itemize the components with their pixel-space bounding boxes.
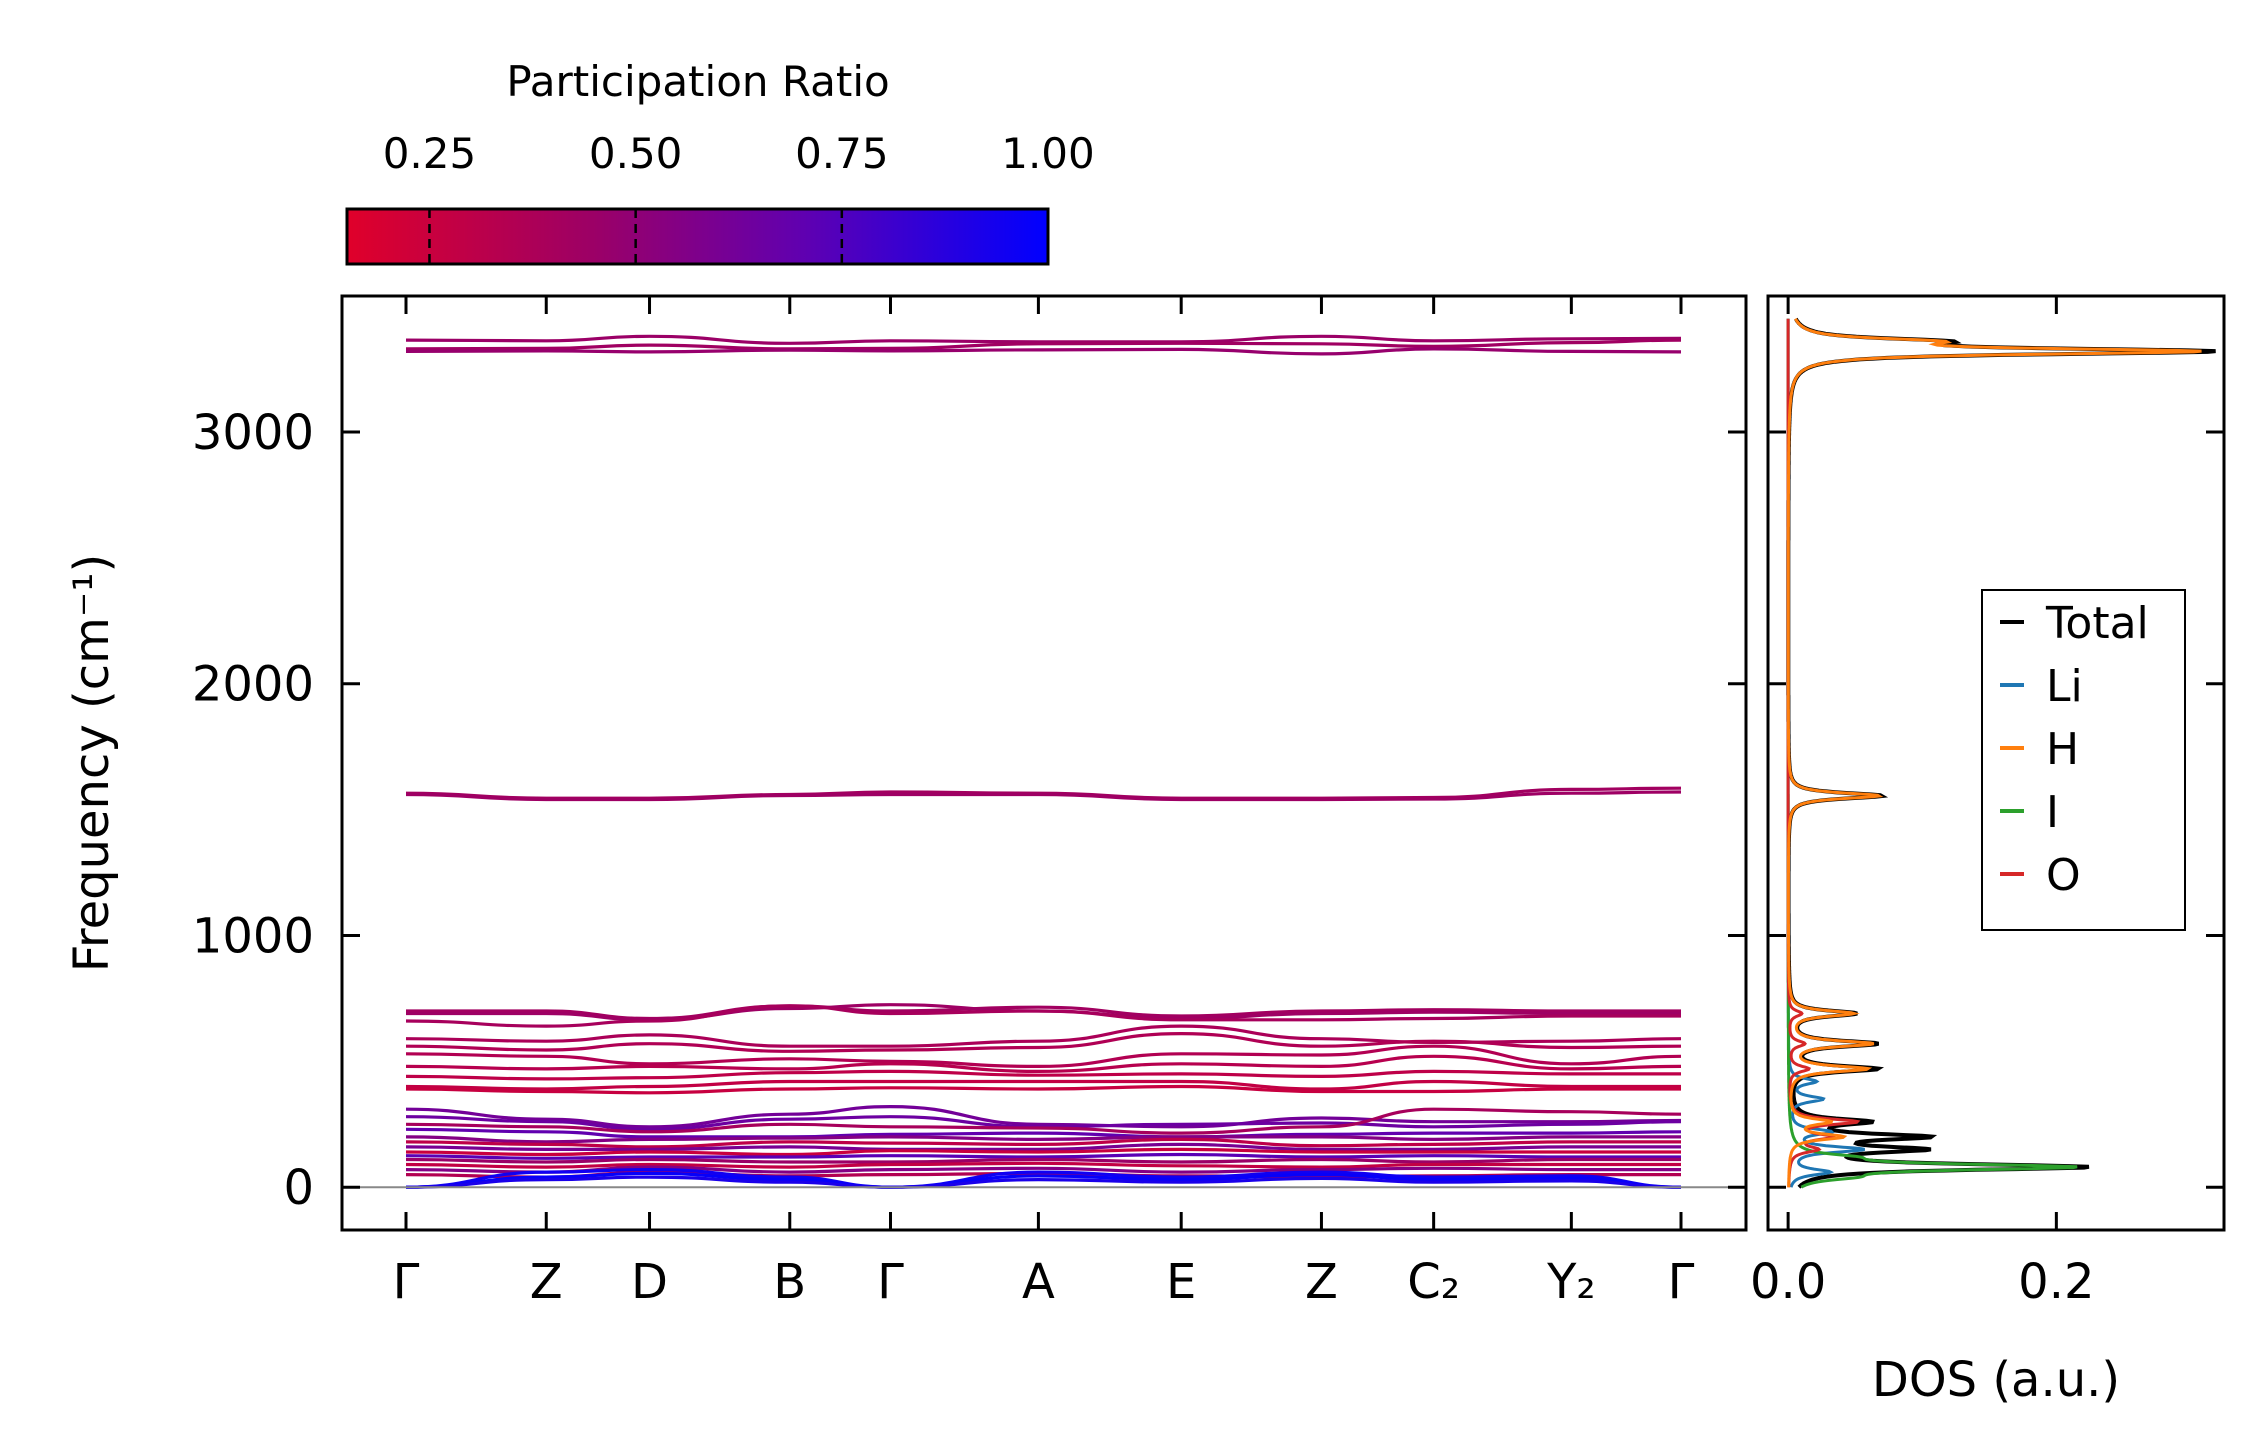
phonon-band-low-1 [405,1104,1682,1129]
phonon-band-lib-10 [405,1084,1681,1095]
x-tick-label: B [773,1254,806,1310]
phonon-band-low-9 [405,1152,1681,1160]
dos-panel: 0.0 0.2 DOS (a.u.) Total Li HIO [1750,294,2226,1408]
legend: Total Li HIO [1981,589,2186,931]
colorbar-tick-label: 0.75 [795,129,889,178]
y-tick-label: 1000 [192,908,314,964]
phonon-band-low-5 [405,1135,1681,1144]
colorbar-ticks: 0.25 0.50 0.75 1.00 [383,129,1095,264]
phonon-band-lib-8 [405,1069,1681,1081]
phonon-band-lib-6 [405,1044,1682,1069]
phonon-band-low-12 [405,1165,1681,1174]
y-tick-label: 2000 [192,657,314,713]
legend-label-h: H [2046,724,2079,775]
colorbar-tick-label: 0.50 [589,129,683,178]
x-axis-label-dos: DOS (a.u.) [1872,1352,2120,1408]
phonon-band-acoustic-1 [405,1167,1682,1189]
dos-curves [1786,317,2216,1189]
dos-axes: 0.0 0.2 [1750,296,2224,1310]
y-axis-label: Frequency (cm⁻¹) [64,554,120,972]
colorbar: Participation Ratio 0.25 0.50 0.75 1.00 [345,57,1095,266]
colorbar-tick-label: 0.25 [383,129,477,178]
phonon-band-lib-9 [405,1079,1681,1091]
x-tick-label: E [1166,1254,1196,1310]
phonon-band-H-stretch-1 [405,334,1682,345]
phonon-band-H-stretch-3 [405,347,1682,356]
dos-x-tick-label: 0.0 [1750,1254,1826,1310]
y-tick-label: 3000 [192,405,314,461]
x-tick-label: Z [530,1254,563,1310]
band-structure-panel: 0 1000 2000 3000 Γ Z D B Γ A E Z C₂ Y₂ Γ Frequency (cm… [64,294,1748,1310]
phonon-band-H-bend-2 [405,790,1682,802]
y-tick-label: 0 [283,1160,314,1216]
band-axes: 0 1000 2000 3000 Γ Z D B Γ A E Z C₂ Y₂ Γ [192,296,1746,1310]
phonon-band-low-8 [405,1147,1681,1157]
x-tick-label: Γ [877,1254,904,1310]
x-tick-label: A [1022,1254,1055,1310]
phonon-band-low-10 [405,1157,1681,1164]
x-tick-label: Y₂ [1546,1254,1596,1310]
legend-label-o: O [2046,850,2081,901]
phonon-bands [405,334,1682,1189]
phonon-band-lib-3 [405,1004,1681,1028]
phonon-band-low-7 [405,1142,1681,1152]
phonon-band-acoustic-3 [405,1175,1682,1189]
phonon-band-low-3 [405,1107,1682,1135]
phonon-band-low-4 [405,1127,1682,1139]
legend-label-li: Li [2046,661,2083,712]
x-tick-label: Γ [1668,1254,1695,1310]
dos-curve-o [1786,318,1861,1188]
phonon-band-low-11 [405,1161,1681,1169]
legend-label-i: I [2046,787,2059,838]
dos-x-tick-label: 0.2 [2018,1254,2094,1310]
band-frame [340,294,1748,1232]
colorbar-tick-label: 1.00 [1001,129,1095,178]
dos-frame [1766,294,2226,1232]
phonon-band-lib-5 [405,1031,1682,1053]
phonon-band-lib-7 [405,1054,1682,1074]
x-tick-label: D [631,1254,668,1310]
x-tick-label: Γ [393,1254,420,1310]
x-tick-label: Z [1305,1254,1338,1310]
phonon-band-H-stretch-2 [405,338,1682,351]
phonon-band-low-6 [405,1137,1681,1149]
colorbar-title: Participation Ratio [506,57,889,106]
colorbar-gradient [345,207,1050,266]
x-tick-label: C₂ [1407,1254,1460,1310]
dos-curve-h [1786,317,2202,1188]
phonon-band-acoustic-2 [405,1171,1682,1189]
legend-label-total: Total [2045,598,2149,649]
